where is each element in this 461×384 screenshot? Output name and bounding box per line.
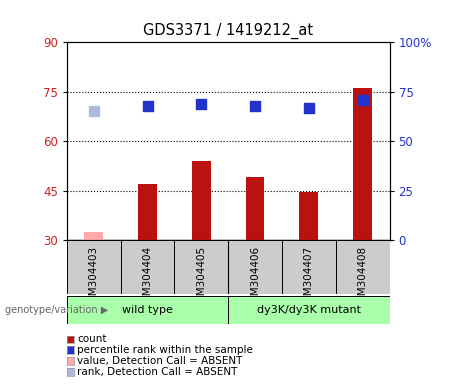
Text: wild type: wild type [122, 305, 173, 315]
Text: genotype/variation ▶: genotype/variation ▶ [5, 305, 108, 315]
Text: GSM304406: GSM304406 [250, 245, 260, 308]
Title: GDS3371 / 1419212_at: GDS3371 / 1419212_at [143, 23, 313, 40]
Bar [353, 88, 372, 240]
Bar [121, 240, 174, 294]
Bar [336, 240, 390, 294]
Point [144, 103, 151, 109]
Point [251, 103, 259, 109]
Bar [282, 240, 336, 294]
Bar [67, 296, 228, 324]
Bar [300, 192, 318, 240]
Bar [228, 240, 282, 294]
Bar [174, 240, 228, 294]
Text: count: count [77, 334, 106, 344]
Bar [246, 177, 265, 240]
Text: GSM304405: GSM304405 [196, 245, 207, 308]
Text: GSM304408: GSM304408 [358, 245, 368, 308]
Bar [84, 232, 103, 240]
Text: GSM304404: GSM304404 [142, 245, 153, 308]
Point [198, 101, 205, 107]
Text: rank, Detection Call = ABSENT: rank, Detection Call = ABSENT [77, 367, 237, 377]
Text: dy3K/dy3K mutant: dy3K/dy3K mutant [257, 305, 361, 315]
Bar [228, 296, 390, 324]
Text: GSM304407: GSM304407 [304, 245, 314, 308]
Text: value, Detection Call = ABSENT: value, Detection Call = ABSENT [77, 356, 242, 366]
Point [90, 108, 97, 114]
Text: GSM304403: GSM304403 [89, 245, 99, 308]
Text: percentile rank within the sample: percentile rank within the sample [77, 345, 253, 355]
Bar [67, 240, 121, 294]
Bar [192, 161, 211, 240]
Bar [138, 184, 157, 240]
Point [359, 96, 366, 103]
Point [305, 106, 313, 112]
